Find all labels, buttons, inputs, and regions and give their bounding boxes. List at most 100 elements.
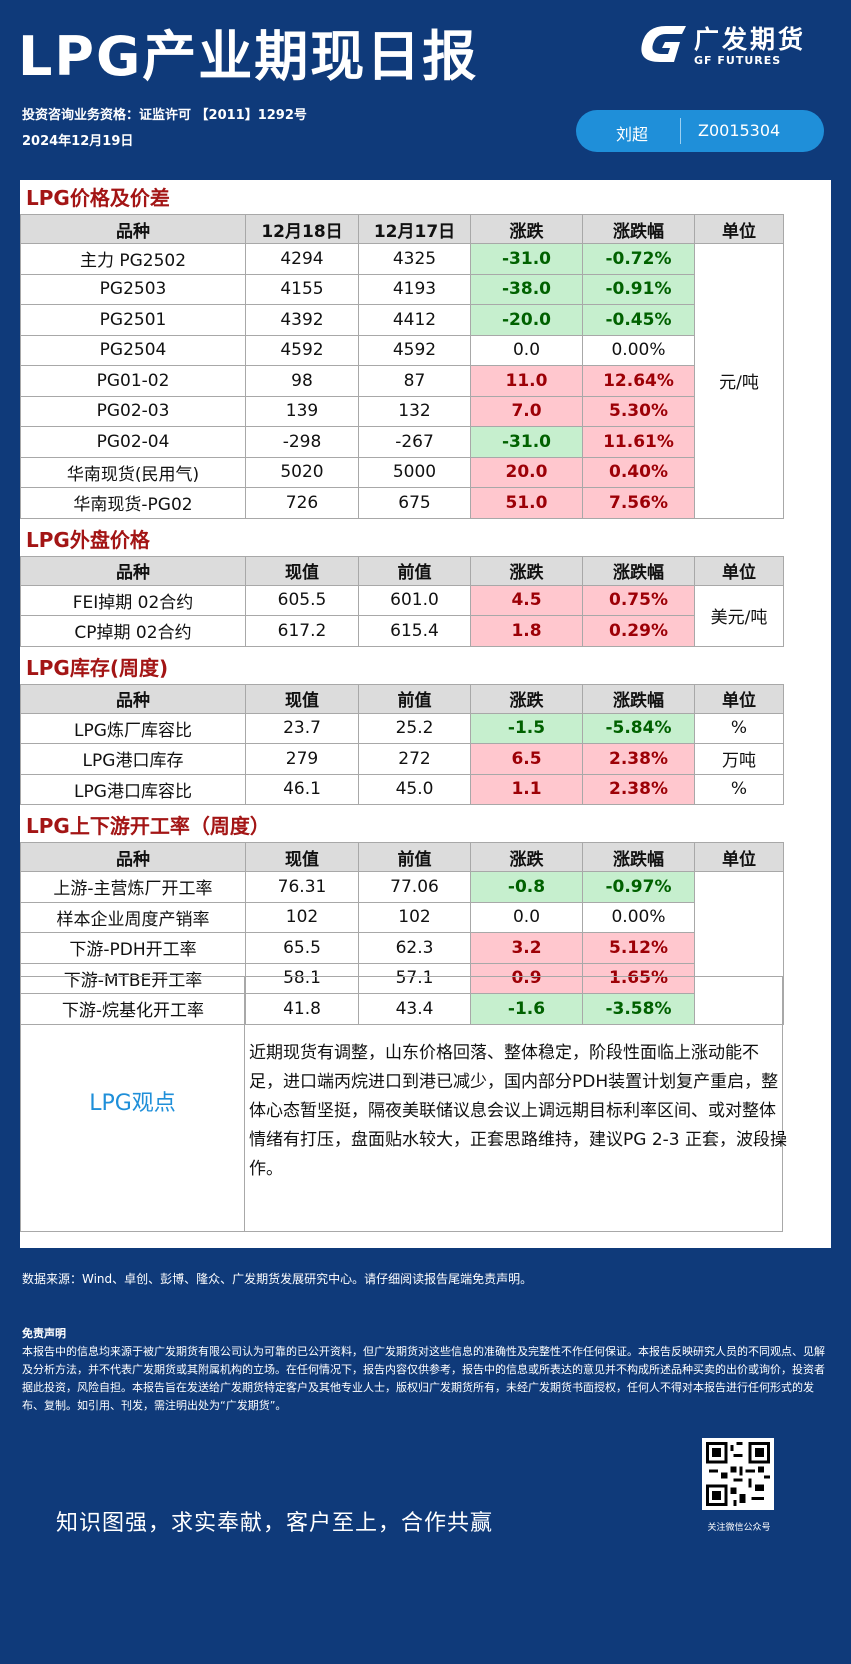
change-pct-cell: -0.97% (582, 871, 695, 903)
view-text: 近期现货有调整，山东价格回落、整体稳定，阶段性面临上涨动能不足，进口端丙烷进口到… (249, 1043, 787, 1179)
disclaimer-text: 本报告中的信息均来源于被广发期货有限公司认为可靠的已公开资料，但广发期货对这些信… (22, 1345, 825, 1412)
table-row: LPG炼厂库容比 23.7 25.2 -1.5 -5.84%% (20, 712, 784, 744)
current-value-cell: 76.31 (245, 871, 359, 903)
item-name-cell: 上游-主营炼厂开工率 (20, 871, 246, 903)
column-header: 现值 (245, 555, 359, 586)
current-value-cell: 4294 (245, 243, 359, 275)
data-table: 品种 现值 前值 涨跌 涨跌幅 单位 上游-主营炼厂开工率 76.31 77.06 -0.8 -0.… (20, 842, 784, 1025)
gf-logo-icon (641, 26, 686, 62)
previous-value-cell: 77.06 (358, 871, 471, 903)
current-value-cell: 617.2 (245, 615, 359, 647)
table-row: PG2504 4592 4592 0.0 0.00% (20, 334, 784, 366)
item-name-cell: 下游-烷基化开工率 (20, 993, 246, 1025)
change-pct-cell: 12.64% (582, 365, 695, 397)
item-name-cell: 主力 PG2502 (20, 243, 246, 275)
column-header: 单位 (694, 214, 784, 244)
column-header: 品种 (20, 555, 246, 586)
analyst-divider (680, 118, 681, 144)
column-header: 涨跌幅 (582, 842, 695, 872)
change-pct-cell: 5.12% (582, 932, 695, 964)
qr-caption: 关注微信公众号 (707, 1523, 771, 1533)
change-pct-cell: 5.30% (582, 395, 695, 427)
current-value-cell: 4592 (245, 334, 359, 366)
item-name-cell: 样本企业周度产销率 (20, 901, 246, 933)
previous-value-cell: 601.0 (358, 584, 471, 616)
change-cell: -0.8 (470, 871, 583, 903)
item-name-cell: CP掉期 02合约 (20, 615, 246, 647)
change-pct-cell: 0.00% (582, 901, 695, 933)
current-value-cell: 279 (245, 743, 359, 775)
section-title: LPG上下游开工率（周度） (26, 814, 270, 838)
unit-cell: 万吨 (694, 743, 784, 775)
change-pct-cell: -3.58% (582, 993, 695, 1025)
change-cell: -38.0 (470, 273, 583, 305)
column-header: 前值 (358, 842, 471, 872)
previous-value-cell: 45.0 (358, 773, 471, 805)
column-header: 涨跌 (470, 555, 583, 586)
change-pct-cell: 0.75% (582, 584, 695, 616)
unit-cell (694, 871, 784, 1025)
previous-value-cell: 272 (358, 743, 471, 775)
change-cell: 0.0 (470, 334, 583, 366)
table-row: PG02-03 139 132 7.0 5.30% (20, 395, 784, 427)
change-pct-cell: 2.38% (582, 743, 695, 775)
column-header: 涨跌幅 (582, 683, 695, 714)
view-box: LPG观点 近期现货有调整，山东价格回落、整体稳定，阶段性面临上涨动能不足，进口… (20, 976, 787, 1232)
current-value-cell: 23.7 (245, 712, 359, 744)
report-title: LPG产业期现日报 (18, 25, 479, 88)
change-pct-cell: -0.91% (582, 273, 695, 305)
slogan: 知识图强，求实奉献，客户至上，合作共赢 (56, 1511, 494, 1536)
column-header: 前值 (358, 555, 471, 586)
column-header: 涨跌幅 (582, 555, 695, 586)
column-header: 现值 (245, 842, 359, 872)
company-logo: 广发期货 GF FUTURES (636, 18, 836, 74)
unit-cell: % (694, 712, 784, 744)
change-pct-cell: 0.00% (582, 334, 695, 366)
change-cell: -20.0 (470, 304, 583, 336)
previous-value-cell: 615.4 (358, 615, 471, 647)
previous-value-cell: 87 (358, 365, 471, 397)
change-pct-cell: 0.40% (582, 456, 695, 488)
change-cell: 20.0 (470, 456, 583, 488)
previous-value-cell: 25.2 (358, 712, 471, 744)
current-value-cell: 139 (245, 395, 359, 427)
change-cell: -31.0 (470, 243, 583, 275)
logo-name-cn: 广发期货 (694, 25, 807, 54)
change-cell: 11.0 (470, 365, 583, 397)
change-cell: 7.0 (470, 395, 583, 427)
change-pct-cell: 1.65% (582, 962, 695, 994)
change-cell: 0.9 (470, 962, 583, 994)
table-row: 主力 PG2502 4294 4325 -31.0 -0.72% 元/吨 (20, 243, 784, 519)
current-value-cell: 58.1 (245, 962, 359, 994)
data-table: 品种 12月18日 12月17日 涨跌 涨跌幅 单位 主力 PG2502 4294 4325 -3… (20, 214, 784, 519)
item-name-cell: PG01-02 (20, 365, 246, 397)
qr-code-icon (706, 1442, 770, 1506)
previous-value-cell: 675 (358, 487, 471, 519)
section-title: LPG价格及价差 (26, 186, 170, 210)
analyst-license: Z0015304 (698, 121, 781, 140)
qr-code (702, 1438, 774, 1510)
current-value-cell: 65.5 (245, 932, 359, 964)
item-name-cell: PG02-04 (20, 426, 246, 458)
table-row: 华南现货-PG02 726 675 51.0 7.56% (20, 487, 784, 519)
change-pct-cell: 7.56% (582, 487, 695, 519)
change-cell: 1.1 (470, 773, 583, 805)
data-table: 品种 现值 前值 涨跌 涨跌幅 单位 LPG炼厂库容比 23.7 25.2 -1.5 -5.84%%… (20, 683, 784, 806)
previous-value-cell: 5000 (358, 456, 471, 488)
change-pct-cell: 0.29% (582, 615, 695, 647)
qualification-text: 投资咨询业务资格：证监许可 【2011】1292号 (22, 108, 307, 123)
current-value-cell: 605.5 (245, 584, 359, 616)
table-row: 下游-PDH开工率 65.5 62.3 3.2 5.12% (20, 932, 784, 964)
previous-value-cell: 102 (358, 901, 471, 933)
column-header: 品种 (20, 683, 246, 714)
table-row: PG02-04 -298 -267 -31.0 11.61% (20, 426, 784, 458)
table-row: 下游-MTBE开工率 58.1 57.1 0.9 1.65% (20, 962, 784, 994)
current-value-cell: 4155 (245, 273, 359, 305)
change-cell: -1.5 (470, 712, 583, 744)
change-cell: 3.2 (470, 932, 583, 964)
table-row: PG01-02 98 87 11.0 12.64% (20, 365, 784, 397)
column-header: 12月17日 (358, 214, 471, 244)
current-value-cell: 98 (245, 365, 359, 397)
change-cell: -31.0 (470, 426, 583, 458)
table-row: LPG港口库存 279 272 6.5 2.38% 万吨 (20, 743, 784, 775)
